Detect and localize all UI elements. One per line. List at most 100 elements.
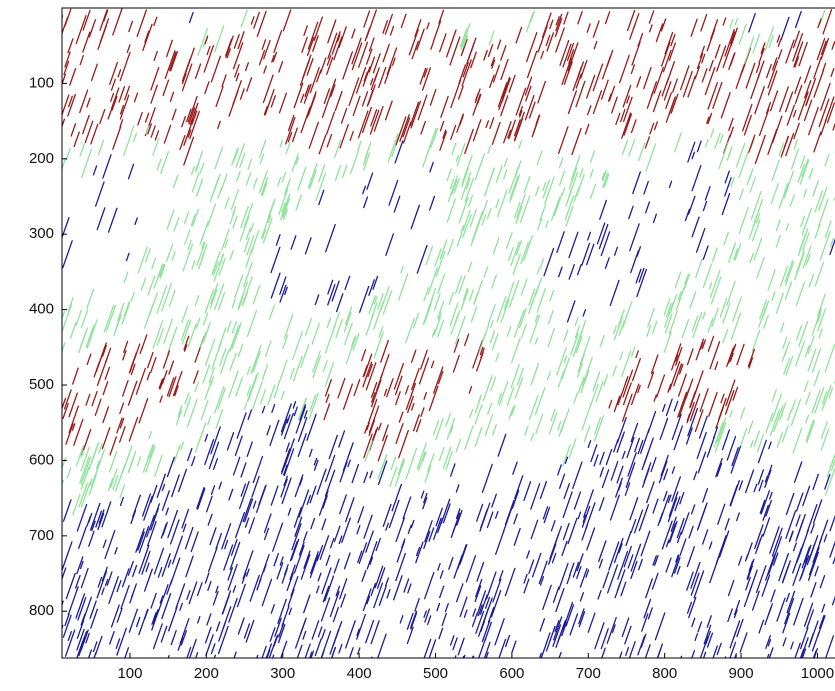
- texture-streak: [292, 355, 303, 382]
- texture-streak: [478, 637, 487, 658]
- texture-streak: [446, 198, 456, 223]
- texture-streak: [74, 574, 81, 589]
- texture-streak: [120, 585, 130, 610]
- texture-streak: [702, 200, 708, 212]
- texture-streak: [236, 583, 246, 608]
- texture-streak: [748, 12, 756, 33]
- texture-streak: [79, 54, 84, 66]
- texture-streak: [722, 328, 729, 344]
- texture-streak: [475, 578, 483, 598]
- texture-streak: [514, 160, 522, 179]
- texture-streak: [215, 585, 219, 594]
- texture-streak: [454, 275, 463, 294]
- texture-streak: [232, 42, 244, 70]
- texture-streak: [370, 582, 377, 597]
- texture-streak: [428, 639, 437, 658]
- texture-streak: [673, 425, 684, 451]
- texture-streak: [262, 74, 274, 104]
- texture-streak: [85, 324, 95, 348]
- texture-streak: [420, 407, 425, 418]
- texture-streak: [75, 593, 86, 619]
- texture-streak: [207, 513, 213, 526]
- texture-streak: [689, 393, 701, 422]
- texture-streak: [526, 50, 538, 79]
- texture-streak: [263, 65, 267, 74]
- texture-streak: [638, 267, 645, 283]
- texture-streak: [487, 145, 492, 154]
- texture-streak: [460, 23, 471, 51]
- texture-streak: [593, 454, 599, 467]
- texture-streak: [437, 300, 445, 319]
- texture-streak: [304, 84, 310, 98]
- texture-streak: [75, 309, 83, 327]
- texture-streak: [604, 11, 611, 25]
- texture-streak: [62, 329, 64, 334]
- texture-streak: [331, 31, 341, 55]
- texture-streak: [62, 567, 67, 581]
- texture-streak: [653, 394, 657, 402]
- texture-streak: [102, 154, 112, 179]
- texture-streak: [215, 621, 221, 632]
- texture-streak: [486, 511, 494, 529]
- texture-streak: [716, 45, 727, 72]
- texture-streak: [723, 231, 730, 246]
- texture-streak: [356, 524, 361, 535]
- texture-streak: [456, 509, 463, 526]
- texture-streak: [806, 420, 816, 444]
- texture-streak: [718, 397, 727, 421]
- texture-streak: [607, 564, 619, 594]
- texture-streak: [567, 42, 579, 72]
- texture-streak: [313, 457, 318, 466]
- texture-streak: [202, 363, 211, 384]
- texture-streak: [518, 105, 523, 116]
- texture-streak: [702, 245, 709, 260]
- texture-streak: [779, 86, 789, 113]
- texture-streak: [537, 217, 543, 231]
- texture-streak: [490, 320, 494, 329]
- texture-streak: [730, 445, 742, 474]
- texture-streak: [544, 176, 555, 205]
- texture-streak: [399, 114, 410, 142]
- texture-streak: [638, 142, 646, 162]
- texture-streak: [808, 167, 814, 180]
- texture-streak: [194, 381, 200, 393]
- texture-streak: [751, 218, 761, 242]
- texture-streak: [601, 469, 610, 489]
- texture-streak: [427, 287, 437, 311]
- texture-streak: [621, 139, 629, 155]
- texture-streak: [150, 484, 158, 503]
- texture-streak: [814, 190, 824, 213]
- texture-streak: [98, 509, 105, 524]
- texture-streak: [557, 369, 565, 388]
- texture-streak: [803, 65, 812, 84]
- texture-streak: [685, 427, 693, 445]
- texture-streak: [670, 516, 677, 532]
- texture-streak: [119, 51, 131, 82]
- texture-streak: [666, 302, 672, 317]
- texture-streak: [568, 231, 579, 259]
- texture-streak: [485, 596, 491, 609]
- texture-streak: [640, 530, 651, 557]
- texture-streak: [675, 346, 683, 366]
- texture-streak: [622, 369, 634, 398]
- texture-streak: [627, 9, 636, 32]
- texture-streak: [345, 620, 356, 649]
- texture-streak: [219, 348, 227, 367]
- texture-streak: [699, 388, 709, 412]
- texture-streak: [210, 643, 216, 655]
- texture-streak: [101, 587, 105, 595]
- texture-streak: [570, 333, 579, 356]
- texture-streak: [282, 9, 292, 32]
- texture-streak: [144, 30, 150, 43]
- texture-streak: [523, 235, 533, 261]
- texture-streak: [748, 134, 756, 154]
- texture-streak: [459, 596, 468, 618]
- texture-streak: [702, 529, 709, 545]
- texture-streak: [79, 456, 90, 484]
- texture-streak: [677, 290, 682, 301]
- texture-streak: [210, 485, 216, 496]
- texture-streak: [127, 450, 137, 474]
- texture-streak: [816, 293, 826, 317]
- texture-streak: [765, 635, 771, 649]
- texture-streak: [62, 216, 70, 240]
